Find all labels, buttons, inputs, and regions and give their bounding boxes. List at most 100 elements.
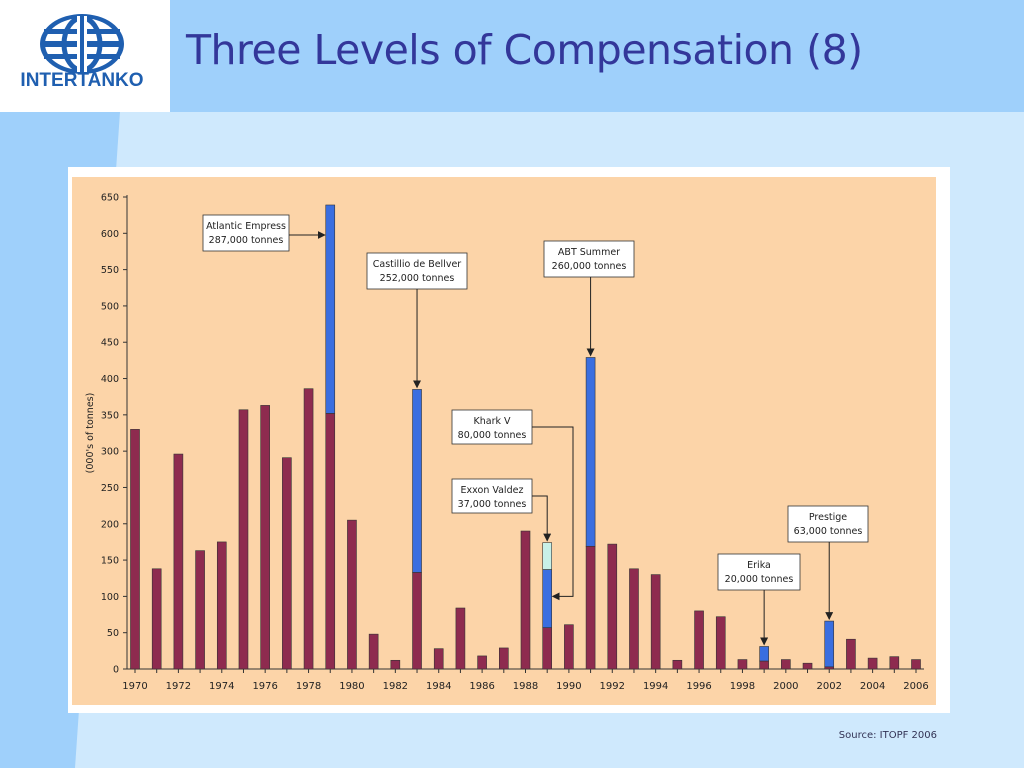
bar-exxon-valdez [542,542,552,570]
bar-base [455,607,466,670]
bar-base [629,568,639,670]
annotation-name: ABT Summer [558,247,620,258]
annotation-amount: 63,000 tonnes [794,526,863,537]
bar-base [846,638,856,670]
x-tick-label: 2000 [773,681,798,692]
bar-base [672,659,683,670]
annotation-callout: Prestige 63,000 tonnes [787,505,869,543]
annotation-name: Castillio de Bellver [373,259,462,270]
annotation-amount: 260,000 tonnes [552,261,627,272]
annotation-amount: 20,000 tonnes [725,574,794,585]
y-tick-label: 650 [101,193,119,204]
y-tick-label: 0 [113,665,119,676]
annotation-box [543,240,635,278]
bar-base [390,659,401,670]
header-band [0,0,1024,112]
x-tick-label: 2004 [860,681,885,692]
bar-base [433,648,444,670]
x-tick-label: 1976 [252,681,277,692]
bar-base [477,655,487,670]
annotation-callout: Castillio de Bellver 252,000 tonnes [366,252,468,290]
y-tick-label: 550 [101,265,119,276]
x-tick-label: 1998 [730,681,755,692]
bar-base [499,647,509,670]
x-tick-label: 1974 [209,681,234,692]
bar-base [325,413,336,670]
annotation-box [717,553,801,591]
bar-large-spill [585,357,596,547]
bar-base [195,550,205,670]
bar-base [130,429,140,670]
x-tick-label: 1988 [513,681,538,692]
bar-large-spill [759,646,769,662]
bar-base [607,543,618,670]
x-tick-label: 1992 [600,681,625,692]
annotation-callout: Exxon Valdez 37,000 tonnes [451,478,533,514]
y-tick-label: 200 [101,519,119,530]
annotation-box [451,409,533,445]
annotation-callout: Khark V 80,000 tonnes [451,409,533,445]
chart-frame: 0 50 100 150 200 250 300 350 400 450 500 550 600 650 (… [68,167,950,713]
bar-base [347,519,357,670]
bar-base [151,568,162,670]
annotation-callout: ABT Summer 260,000 tonnes [543,240,635,278]
y-tick-label: 450 [101,338,119,349]
y-tick-label: 500 [101,301,119,312]
annotation-name: Erika [747,560,771,571]
x-tick-label: 1970 [122,681,147,692]
annotation-box [202,214,290,252]
bar-chart: 0 50 100 150 200 250 300 350 400 450 500 550 600 650 (… [72,177,936,705]
y-tick-label: 400 [101,374,119,385]
annotation-callout: Atlantic Empress 287,000 tonnes [202,214,290,252]
bar-base [694,610,704,670]
y-tick-label: 150 [101,556,119,567]
x-tick-label: 1982 [383,681,408,692]
annotation-arrow [532,495,552,542]
annotation-arrow [532,426,574,601]
y-tick-label: 300 [101,447,119,458]
x-tick-label: 1980 [339,681,364,692]
bar-base [867,657,878,670]
bar-base [542,627,552,670]
annotation-name: Atlantic Empress [206,221,286,232]
bar-base [802,662,813,670]
bar-base [889,656,900,670]
annotation-name: Prestige [809,512,847,523]
y-tick-label: 350 [101,410,119,421]
x-tick-label: 1972 [166,681,191,692]
bar-base [238,409,249,670]
bar-base [520,530,531,670]
x-tick-label: 1984 [426,681,451,692]
bar-base [303,388,314,670]
annotation-box [787,505,869,543]
bar-base [781,659,791,670]
bar-base [759,660,769,670]
bar-base [173,453,184,670]
annotation-box [366,252,468,290]
x-tick-label: 2002 [816,681,841,692]
annotation-name: Khark V [474,416,511,427]
annotation-amount: 37,000 tonnes [458,499,527,510]
bar-large-spill [542,569,552,628]
bar-base [564,624,574,670]
bar-large-spill [325,204,336,414]
bar-base [216,541,227,670]
logo: INTERTANKO [0,0,170,112]
bar-large-spill [824,620,835,668]
y-tick-label: 100 [101,592,119,603]
y-tick-label: 50 [107,628,119,639]
y-tick-label: 250 [101,483,119,494]
bar-base [824,666,835,670]
slide-title: Three Levels of Compensation (8) [186,26,863,74]
bar-base [368,633,379,670]
x-tick-label: 1990 [556,681,581,692]
x-tick-label: 2006 [903,681,928,692]
bar-base [412,572,422,670]
bar-large-spill [412,389,422,573]
x-tick-label: 1986 [469,681,494,692]
bar-base [650,574,661,670]
y-axis-label: (000's of tonnes) [85,393,96,474]
annotation-box [451,478,533,514]
annotation-amount: 252,000 tonnes [380,273,455,284]
annotation-name: Exxon Valdez [461,485,524,496]
